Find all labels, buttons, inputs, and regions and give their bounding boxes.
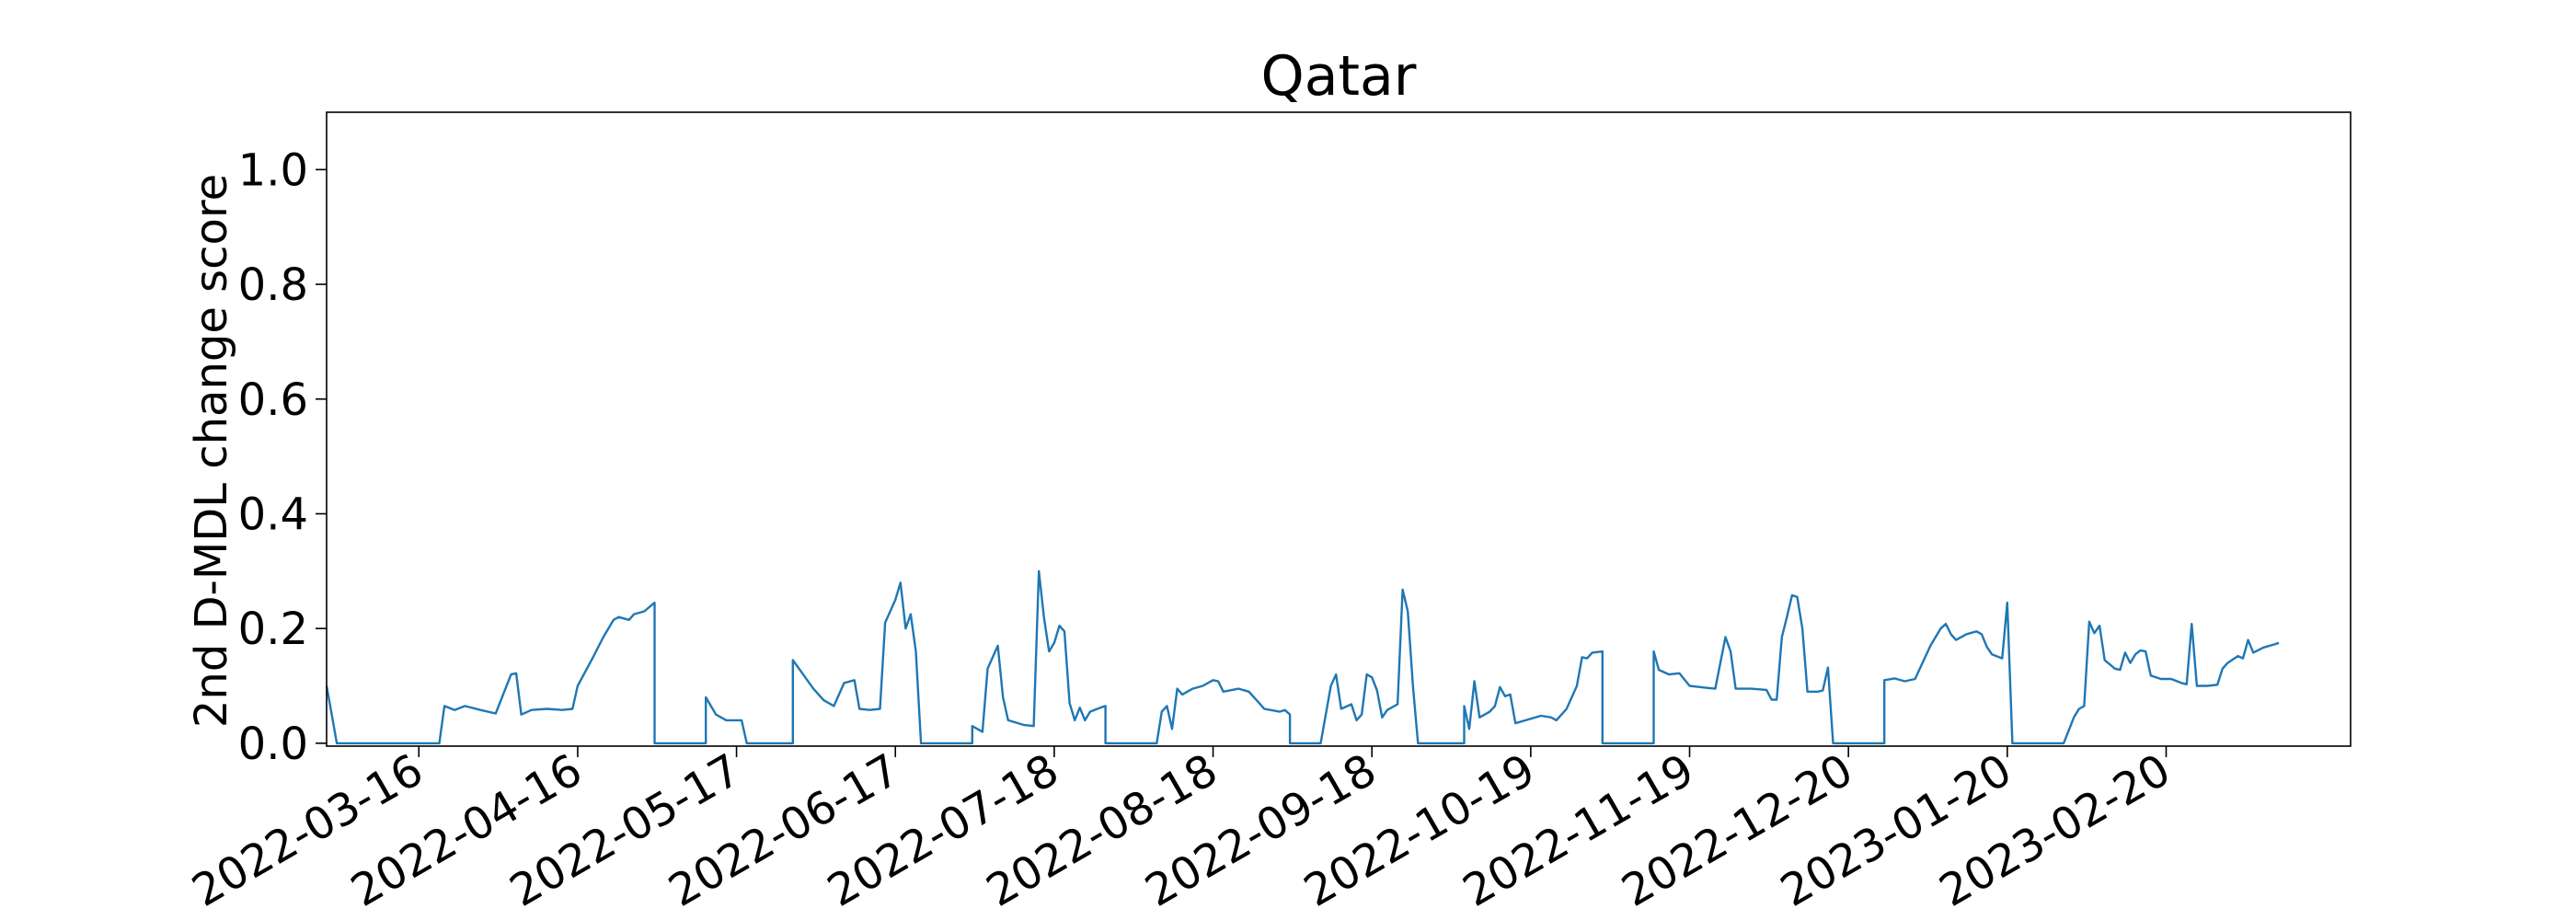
y-tick-label: 1.0 [238,144,308,196]
y-tick-label: 0.8 [238,259,308,311]
y-axis-label: 2nd D-MDL change score [186,174,237,728]
y-tick-label: 0.4 [238,489,308,540]
chart-title: Qatar [1261,44,1417,109]
x-axis: 2022-03-162022-04-162022-05-172022-06-17… [184,744,2179,917]
y-axis: 0.0 0.2 0.4 0.6 0.8 1.0 [238,144,327,770]
series-line [325,569,2280,745]
y-tick-label: 0.6 [238,374,308,426]
y-tick-label: 0.0 [238,719,308,770]
y-tick-label: 0.2 [238,604,308,655]
plot-frame [326,111,2352,747]
